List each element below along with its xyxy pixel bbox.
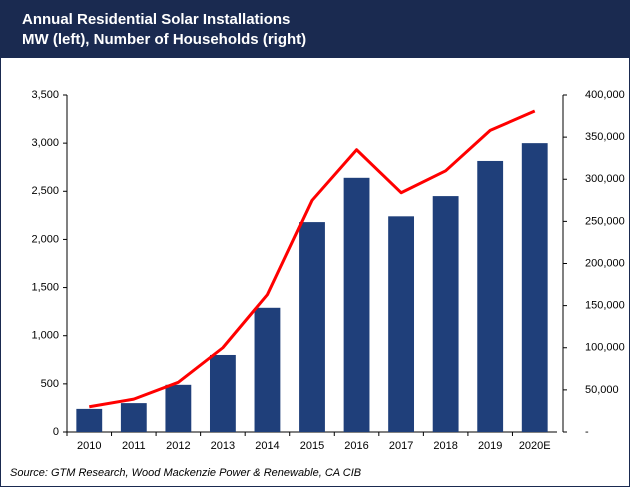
y-tick-label: 3,500 (31, 89, 59, 101)
chart-title: Annual Residential Solar Installations (22, 11, 290, 28)
x-tick-label: 2020E (519, 440, 551, 452)
bar (209, 354, 236, 432)
bar (432, 196, 459, 432)
x-tick-label: 2011 (122, 440, 146, 452)
y2-tick-label: 350,000 (585, 131, 625, 143)
x-tick-label: 2013 (211, 440, 235, 452)
x-tick-label: 2018 (433, 440, 457, 452)
bar (120, 403, 147, 432)
y2-tick-label: - (585, 426, 589, 438)
y2-tick-label: 50,000 (585, 384, 619, 396)
y2-tick-label: 300,000 (585, 173, 625, 185)
line (89, 109, 536, 409)
bar (388, 216, 415, 432)
bar (254, 307, 281, 432)
x-tick-label: 2014 (255, 440, 279, 452)
bar (299, 222, 325, 432)
x-tick-label: 2012 (166, 440, 190, 452)
bar (165, 384, 192, 432)
bar (521, 143, 548, 432)
y2-tick-label: 150,000 (585, 300, 625, 312)
y-tick-label: 500 (41, 378, 59, 390)
y2-tick-label: 250,000 (585, 215, 625, 227)
y-tick-label: 1,000 (31, 330, 59, 342)
source: Source: GTM Research, Wood Mackenzie Pow… (10, 467, 361, 479)
y2-tick-label: 200,000 (585, 257, 625, 269)
y2-tick-label: 400,000 (585, 89, 625, 101)
bar (477, 160, 504, 432)
y-tick-label: 0 (53, 426, 59, 438)
y-tick-label: 3,000 (31, 137, 59, 149)
x-tick-label: 2015 (300, 440, 324, 452)
chart-subtitle: MW (left), Number of Households (right) (22, 31, 306, 48)
header-band (0, 0, 630, 58)
x-tick-label: 2010 (77, 440, 101, 452)
x-tick-label: 2016 (344, 440, 368, 452)
x-tick-label: 2019 (478, 440, 502, 452)
y-tick-label: 1,500 (31, 281, 59, 293)
y-tick-label: 2,000 (31, 233, 59, 245)
y2-tick-label: 100,000 (585, 342, 625, 354)
y-tick-label: 2,500 (31, 185, 59, 197)
bar (343, 177, 370, 432)
x-tick-label: 2017 (389, 440, 413, 452)
bar (76, 408, 103, 432)
